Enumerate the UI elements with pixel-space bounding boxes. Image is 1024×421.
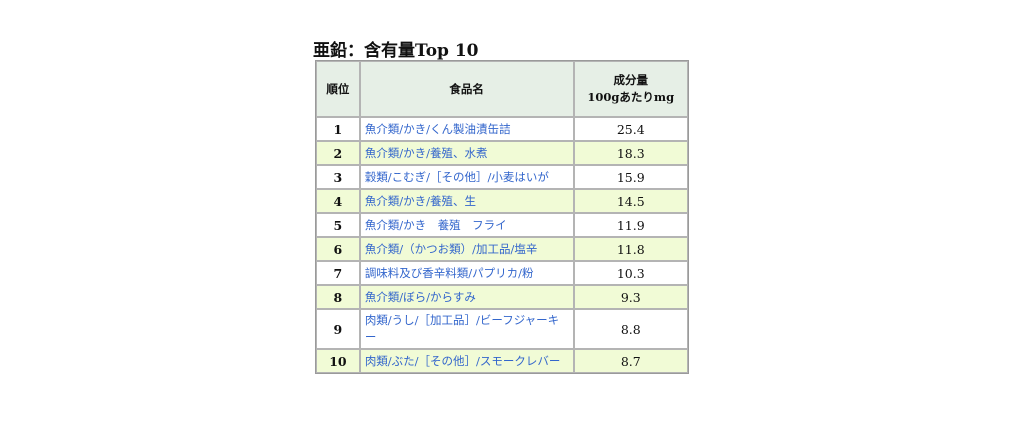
rank-cell: 9 — [316, 309, 360, 349]
food-link[interactable]: 魚介類/ぼら/からすみ — [364, 289, 476, 304]
rank-cell: 10 — [316, 349, 360, 373]
food-name-cell: 魚介類/（かつお類）/加工品/塩辛 — [359, 237, 574, 261]
page-title: 亜鉛：含有量Top 10 — [313, 41, 479, 61]
amount-cell: 25.4 — [573, 117, 688, 141]
rank-cell: 5 — [316, 213, 360, 237]
zinc-ranking-table: 順位 食品名 成分量 100gあたりmg 1 魚介類/かき/くん製油漬缶詰 25… — [315, 60, 689, 374]
header-amount-line1: 成分量 — [613, 73, 649, 87]
rank-cell: 8 — [316, 285, 360, 309]
food-name-cell: 魚介類/かき/養殖、生 — [359, 189, 574, 213]
rank-cell: 1 — [316, 117, 360, 141]
table-row: 3 穀類/こむぎ/［その他］/小麦はいが 15.9 — [316, 165, 688, 189]
food-link[interactable]: 魚介類/かき 養殖 フライ — [364, 217, 507, 232]
table-row: 4 魚介類/かき/養殖、生 14.5 — [316, 189, 688, 213]
food-name-cell: 肉類/うし/［加工品］/ビーフジャーキー — [359, 309, 574, 349]
food-name-cell: 魚介類/かき/養殖、水煮 — [359, 141, 574, 165]
amount-cell: 14.5 — [573, 189, 688, 213]
table-row: 5 魚介類/かき 養殖 フライ 11.9 — [316, 213, 688, 237]
amount-cell: 18.3 — [573, 141, 688, 165]
rank-cell: 3 — [316, 165, 360, 189]
rank-cell: 2 — [316, 141, 360, 165]
table-row: 6 魚介類/（かつお類）/加工品/塩辛 11.8 — [316, 237, 688, 261]
food-name-cell: 魚介類/かき 養殖 フライ — [359, 213, 574, 237]
table-row: 1 魚介類/かき/くん製油漬缶詰 25.4 — [316, 117, 688, 141]
food-link[interactable]: 魚介類/かき/養殖、水煮 — [364, 145, 488, 160]
table-row: 2 魚介類/かき/養殖、水煮 18.3 — [316, 141, 688, 165]
amount-cell: 10.3 — [573, 261, 688, 285]
amount-cell: 8.7 — [573, 349, 688, 373]
rank-cell: 6 — [316, 237, 360, 261]
food-name-cell: 魚介類/かき/くん製油漬缶詰 — [359, 117, 574, 141]
table-header-row: 順位 食品名 成分量 100gあたりmg — [316, 61, 688, 117]
food-link[interactable]: 穀類/こむぎ/［その他］/小麦はいが — [364, 169, 549, 184]
header-amount-line2: 100gあたりmg — [587, 90, 675, 104]
header-amount: 成分量 100gあたりmg — [573, 61, 688, 117]
food-link[interactable]: 肉類/うし/［加工品］/ビーフジャーキー — [364, 313, 560, 344]
food-link[interactable]: 調味料及び香辛料類/パプリカ/粉 — [364, 265, 534, 280]
amount-cell: 11.9 — [573, 213, 688, 237]
food-link[interactable]: 魚介類/（かつお類）/加工品/塩辛 — [364, 241, 538, 256]
amount-cell: 9.3 — [573, 285, 688, 309]
food-name-cell: 穀類/こむぎ/［その他］/小麦はいが — [359, 165, 574, 189]
header-food-name: 食品名 — [359, 61, 574, 117]
table-row: 7 調味料及び香辛料類/パプリカ/粉 10.3 — [316, 261, 688, 285]
food-link[interactable]: 肉類/ぶた/［その他］/スモークレバー — [364, 353, 561, 368]
amount-cell: 15.9 — [573, 165, 688, 189]
table-row: 10 肉類/ぶた/［その他］/スモークレバー 8.7 — [316, 349, 688, 373]
food-name-cell: 魚介類/ぼら/からすみ — [359, 285, 574, 309]
food-name-cell: 調味料及び香辛料類/パプリカ/粉 — [359, 261, 574, 285]
amount-cell: 11.8 — [573, 237, 688, 261]
rank-cell: 4 — [316, 189, 360, 213]
table-row: 9 肉類/うし/［加工品］/ビーフジャーキー 8.8 — [316, 309, 688, 349]
rank-cell: 7 — [316, 261, 360, 285]
food-link[interactable]: 魚介類/かき/くん製油漬缶詰 — [364, 121, 511, 136]
food-link[interactable]: 魚介類/かき/養殖、生 — [364, 193, 477, 208]
amount-cell: 8.8 — [573, 309, 688, 349]
food-name-cell: 肉類/ぶた/［その他］/スモークレバー — [359, 349, 574, 373]
header-rank: 順位 — [316, 61, 360, 117]
table-row: 8 魚介類/ぼら/からすみ 9.3 — [316, 285, 688, 309]
